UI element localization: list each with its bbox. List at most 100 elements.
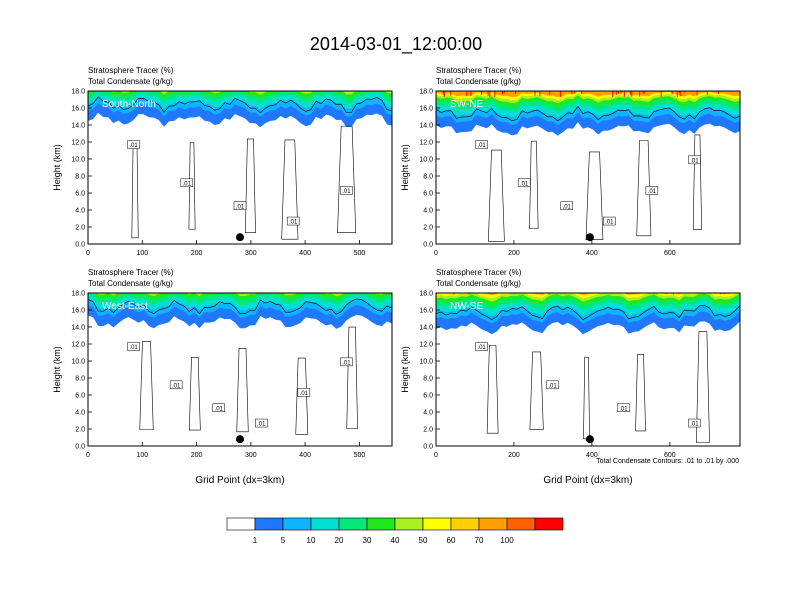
y-tick-label: 18.0 bbox=[71, 291, 85, 298]
condensate-contour bbox=[88, 298, 392, 315]
x-tick-label: 400 bbox=[299, 250, 311, 257]
panel-label: West-East bbox=[102, 301, 148, 312]
x-tick-label: 400 bbox=[586, 250, 598, 257]
panel-header-line: Total Condensate (g/kg) bbox=[88, 279, 173, 288]
x-tick-label: 300 bbox=[245, 452, 257, 459]
plot-frame bbox=[87, 90, 393, 245]
y-tick-label: 14.0 bbox=[71, 123, 85, 130]
contour-label: .01 bbox=[477, 345, 486, 351]
contour-label-box bbox=[688, 418, 701, 428]
panel-header-line: Stratosphere Tracer (%) bbox=[88, 66, 174, 75]
tracer-band bbox=[88, 293, 392, 297]
y-tick-label: 12.0 bbox=[71, 342, 85, 349]
condensate-contour bbox=[88, 96, 392, 114]
tracer-band bbox=[436, 293, 740, 296]
condensate-contour bbox=[295, 357, 309, 435]
contour-label: .01 bbox=[289, 220, 298, 226]
condensate-contour bbox=[436, 305, 740, 321]
x-tick-label: 500 bbox=[354, 250, 366, 257]
contour-label: .01 bbox=[129, 345, 138, 351]
x-tick-label: 0 bbox=[86, 250, 90, 257]
contour-label-box bbox=[233, 201, 247, 210]
y-tick-label: 16.0 bbox=[71, 308, 85, 315]
contour-label: .01 bbox=[690, 422, 699, 428]
tracer-band bbox=[88, 293, 392, 301]
contour-label: .01 bbox=[300, 391, 309, 397]
tracer-band bbox=[88, 91, 392, 95]
contour-label: .01 bbox=[215, 406, 224, 412]
colorbar-swatch bbox=[422, 517, 452, 531]
colorbar-label: 40 bbox=[391, 536, 400, 545]
x-axis-label: Grid Point (dx=3km) bbox=[195, 475, 284, 486]
y-tick-label: 10.0 bbox=[419, 157, 433, 164]
contour-label-box bbox=[255, 418, 268, 428]
location-marker bbox=[585, 435, 594, 444]
y-tick-label: 18.0 bbox=[419, 291, 433, 298]
contour-label: .01 bbox=[690, 158, 699, 164]
contour-label: .01 bbox=[172, 383, 181, 389]
y-tick-label: 16.0 bbox=[419, 106, 433, 113]
y-tick-label: 2.0 bbox=[75, 427, 85, 434]
condensate-contour bbox=[436, 105, 740, 122]
panel-header-line: Stratosphere Tracer (%) bbox=[436, 268, 522, 277]
contour-label: .01 bbox=[619, 406, 628, 412]
panel-header-line: Total Condensate (g/kg) bbox=[436, 77, 521, 86]
location-marker bbox=[585, 233, 594, 242]
y-tick-label: 8.0 bbox=[75, 174, 85, 181]
plot-area: .01 .01 .01 .01 .01 .01 SW-NE bbox=[436, 91, 740, 244]
panel-sw-ne: Stratosphere Tracer (%) Total Condensate … bbox=[400, 66, 741, 257]
contour-label-box bbox=[180, 178, 194, 188]
y-tick-label: 16.0 bbox=[71, 106, 85, 113]
colorbar-swatch bbox=[282, 517, 312, 531]
y-tick-label: 10.0 bbox=[71, 359, 85, 366]
panel-header-line: Total Condensate (g/kg) bbox=[436, 279, 521, 288]
x-tick-label: 600 bbox=[664, 250, 676, 257]
contour-label: .01 bbox=[477, 143, 486, 149]
location-marker bbox=[236, 233, 244, 242]
condensate-contour bbox=[529, 140, 539, 229]
panel-header-line: Stratosphere Tracer (%) bbox=[436, 66, 522, 75]
y-tick-label: 10.0 bbox=[419, 359, 433, 366]
panel-west-east: Stratosphere Tracer (%) Total Condensate … bbox=[52, 268, 393, 486]
y-tick-label: 12.0 bbox=[71, 140, 85, 147]
plot-area: .01 .01 .01 .01 NW-SE bbox=[436, 293, 740, 446]
y-tick-label: 0.0 bbox=[423, 242, 433, 249]
y-tick-label: 12.0 bbox=[419, 140, 433, 147]
colorbar-label: 5 bbox=[281, 536, 286, 545]
colorbar-label: 70 bbox=[475, 536, 484, 545]
panels: Stratosphere Tracer (%) Total Condensate … bbox=[52, 66, 741, 486]
x-axis-label: Grid Point (dx=3km) bbox=[543, 475, 632, 486]
plot-frame bbox=[435, 292, 741, 447]
contour-label-box bbox=[212, 403, 225, 412]
contour-label-box bbox=[475, 342, 488, 351]
panel-nw-se: Stratosphere Tracer (%) Total Condensate … bbox=[400, 268, 741, 486]
y-tick-label: 18.0 bbox=[419, 89, 433, 96]
y-tick-label: 0.0 bbox=[423, 444, 433, 451]
colorbar-swatch bbox=[254, 517, 284, 531]
tracer-band bbox=[436, 91, 740, 98]
contour-label: .01 bbox=[342, 360, 351, 366]
colorbar-swatch bbox=[366, 517, 396, 531]
condensate-contour bbox=[139, 341, 154, 431]
y-tick-label: 8.0 bbox=[423, 174, 433, 181]
y-tick-label: 4.0 bbox=[423, 208, 433, 215]
x-tick-label: 0 bbox=[434, 250, 438, 257]
y-tick-label: 6.0 bbox=[423, 191, 433, 198]
contour-label: .01 bbox=[648, 189, 657, 195]
y-tick-label: 4.0 bbox=[75, 410, 85, 417]
condensate-contour bbox=[188, 357, 201, 431]
contour-label-box bbox=[127, 140, 140, 149]
y-tick-label: 10.0 bbox=[71, 157, 85, 164]
contour-label: .01 bbox=[236, 204, 245, 210]
condensate-contour bbox=[236, 348, 249, 433]
x-tick-label: 200 bbox=[191, 250, 203, 257]
panel-label: NW-SE bbox=[450, 301, 483, 312]
panel-header-line: Total Condensate (g/kg) bbox=[88, 77, 173, 86]
contour-label-box bbox=[127, 342, 140, 351]
x-tick-label: 200 bbox=[191, 452, 203, 459]
condensate-contour bbox=[692, 134, 702, 230]
colorbar-swatch bbox=[338, 517, 368, 531]
colorbar-label: 20 bbox=[335, 536, 344, 545]
x-tick-label: 0 bbox=[434, 452, 438, 459]
